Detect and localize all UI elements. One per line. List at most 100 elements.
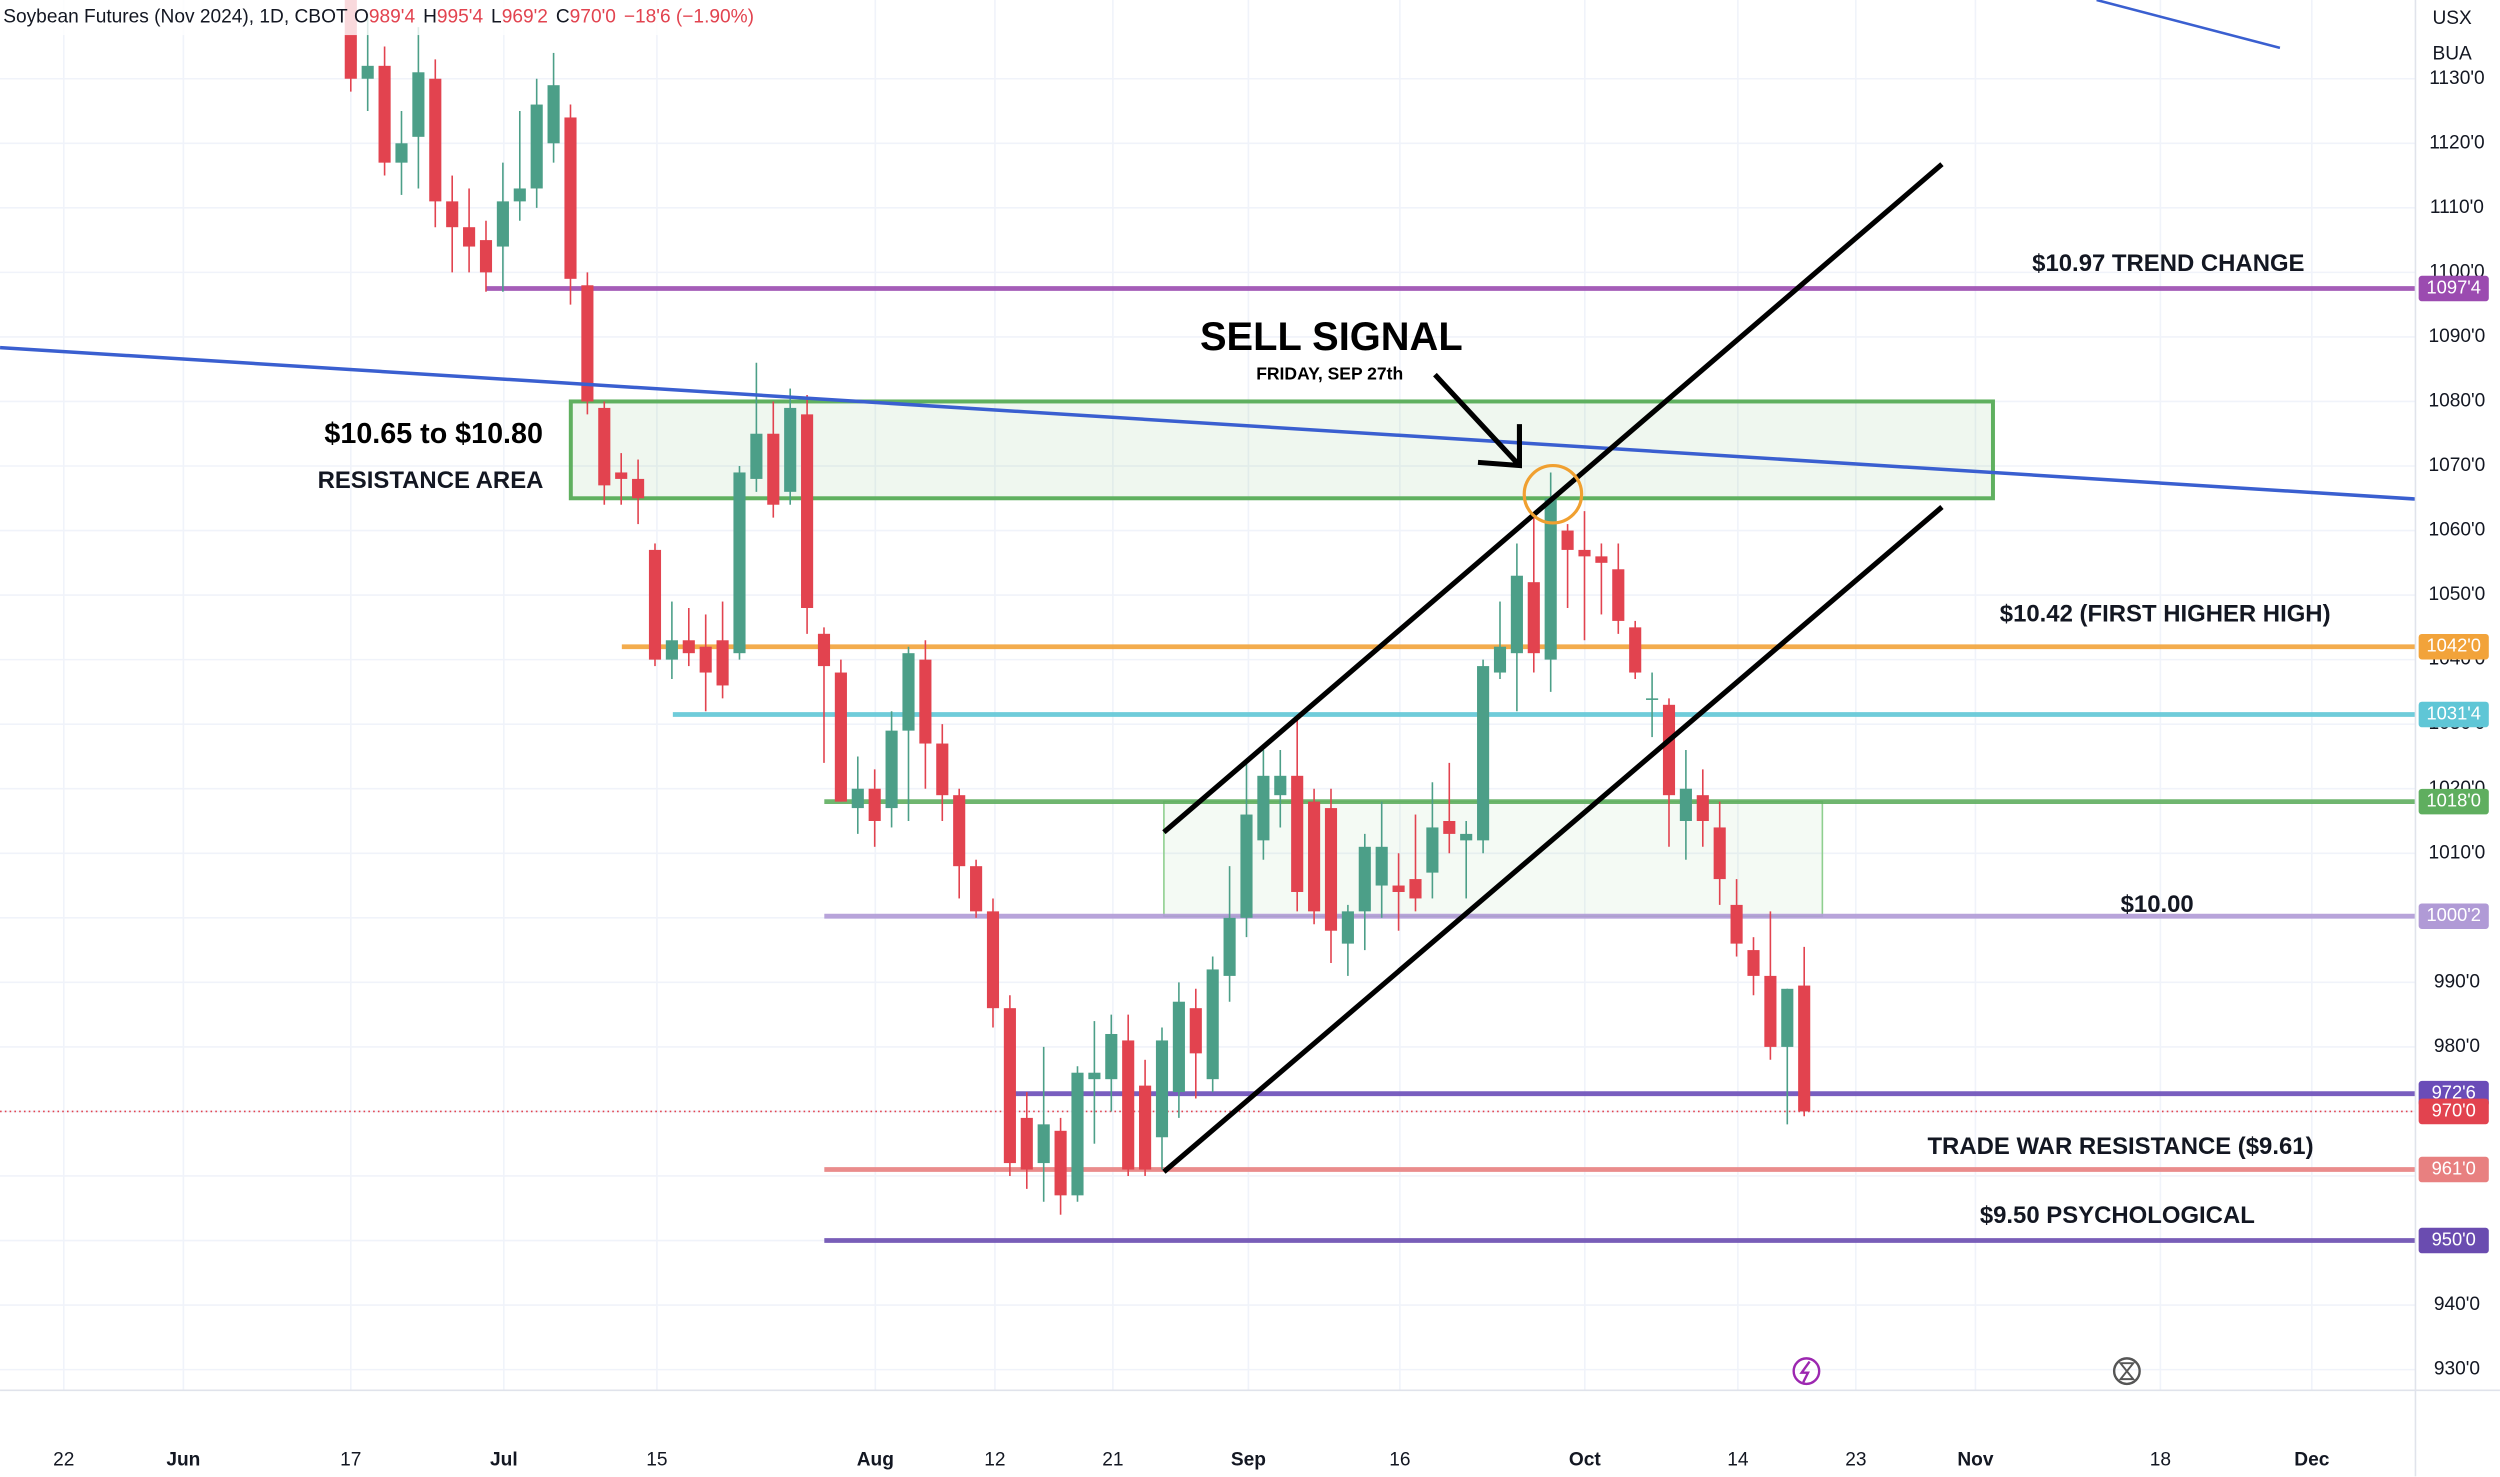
x-tick-label: Sep [1231,1449,1266,1470]
candle-body [1561,530,1574,550]
candle-body [1426,827,1439,873]
candle-body [581,285,594,402]
price-label: 970'0 [2432,1099,2476,1120]
candle-body [1443,820,1456,834]
x-tick-label: 15 [646,1449,667,1470]
x-tick-label: Jun [166,1449,200,1470]
candle-body [1223,917,1236,976]
candle-body [1054,1130,1067,1196]
y-tick-label: 1130'0 [2429,68,2484,89]
candle-body [1071,1072,1084,1196]
candle-body [1155,1040,1169,1138]
candle-body [817,633,831,667]
candle-body [1189,1008,1202,1054]
candle-body [1629,627,1642,673]
candle-body [665,640,678,660]
trend-line [2096,0,2281,50]
y-tick-label: 930'0 [2434,1359,2480,1380]
candle-body [632,478,645,499]
currency: USX [2432,8,2472,29]
annotation: $10.00 [2121,891,2194,918]
y-tick-label: 990'0 [2434,971,2480,992]
candle-body [868,788,881,821]
candle-body [496,201,509,247]
axis: 22 Jun 17 Jul 15 Aug 12 21 Sep 16 Oct 14 23 Nov 18 Dec 9… [53,68,2489,1470]
candle-body [412,72,425,137]
candle-body [1358,846,1371,912]
candle-body [463,227,476,247]
candle-body [598,407,611,486]
candle-body [615,472,628,479]
quote-value: 989'4 [369,7,416,28]
candle-body [851,788,864,809]
candle-body [395,143,408,163]
drawings [0,0,2416,1174]
candle-body [1696,795,1709,821]
candle-body [716,640,729,686]
candle-body [479,240,493,273]
candle-body [1747,950,1760,976]
candle-body [970,866,983,912]
header-bg [0,0,766,36]
candles [344,0,1811,1215]
candle-body [750,433,763,479]
levels [0,286,2416,1243]
price-label: 1018'0 [2426,789,2480,810]
icon-hourglass [2118,1362,2136,1381]
y-tick-label: 1070'0 [2428,455,2485,476]
x-tick-label: 18 [2150,1449,2171,1470]
channel-line [1162,162,1944,835]
price-label-box [2418,1156,2489,1183]
candle-body [1527,582,1540,654]
candle-body [1274,775,1287,796]
candle-body [1493,646,1507,673]
x-tick-label: Dec [2294,1449,2329,1470]
icon[interactable] [1792,1357,1821,1386]
candle-body [1409,879,1422,899]
signal-circle [1522,463,1584,525]
x-tick-label: 16 [1389,1449,1410,1470]
price-label-box [2418,788,2489,815]
candle-body [1324,808,1338,931]
price-label: 961'0 [2432,1157,2476,1178]
candle-body [885,730,898,809]
y-tick-label: 1110'0 [2430,197,2484,218]
x-tick-label: 14 [1727,1449,1749,1470]
price-label: 1097'4 [2426,276,2480,297]
candle-body [986,911,1000,1009]
x-tick-label: Aug [857,1449,894,1470]
channel-line [1162,505,1944,1174]
y-tick-label: 1060'0 [2428,520,2485,541]
candle-body [547,85,560,144]
price-label: 1000'2 [2426,904,2480,925]
x-tick-label: Jul [490,1449,518,1470]
x-tick-label: Oct [1569,1449,1602,1470]
candle-body [1477,666,1490,841]
candle-body [1139,1085,1152,1170]
icon[interactable] [2112,1357,2141,1386]
candle-body [530,104,543,189]
unit: BUA [2432,43,2472,64]
x-tick-label: 17 [340,1449,361,1470]
candle-body [1341,911,1354,944]
candle-body [1713,827,1726,880]
quote-key: H [423,7,437,28]
candle-body [1122,1040,1135,1170]
candle-body [1291,775,1304,892]
candle-body [801,414,814,609]
candle-body [1240,814,1253,918]
annotations: $10.97 TREND CHANGE $10.42 (FIRST HIGHER… [318,250,2331,1229]
price-label: 1031'4 [2426,702,2480,723]
x-tick-label: 23 [1845,1449,1866,1470]
candle-body [733,472,746,654]
annotation: FRIDAY, SEP 27th [1256,363,1403,383]
y-tick-label: 1010'0 [2428,842,2485,863]
x-tick-label: 21 [1102,1449,1123,1470]
candle-body [513,188,526,202]
candle-body [1037,1124,1050,1164]
trend-line [0,345,2416,501]
annotation: $10.42 (FIRST HIGHER HIGH) [2000,601,2331,628]
icon-bolt [1799,1360,1811,1383]
candle-body [784,407,797,492]
